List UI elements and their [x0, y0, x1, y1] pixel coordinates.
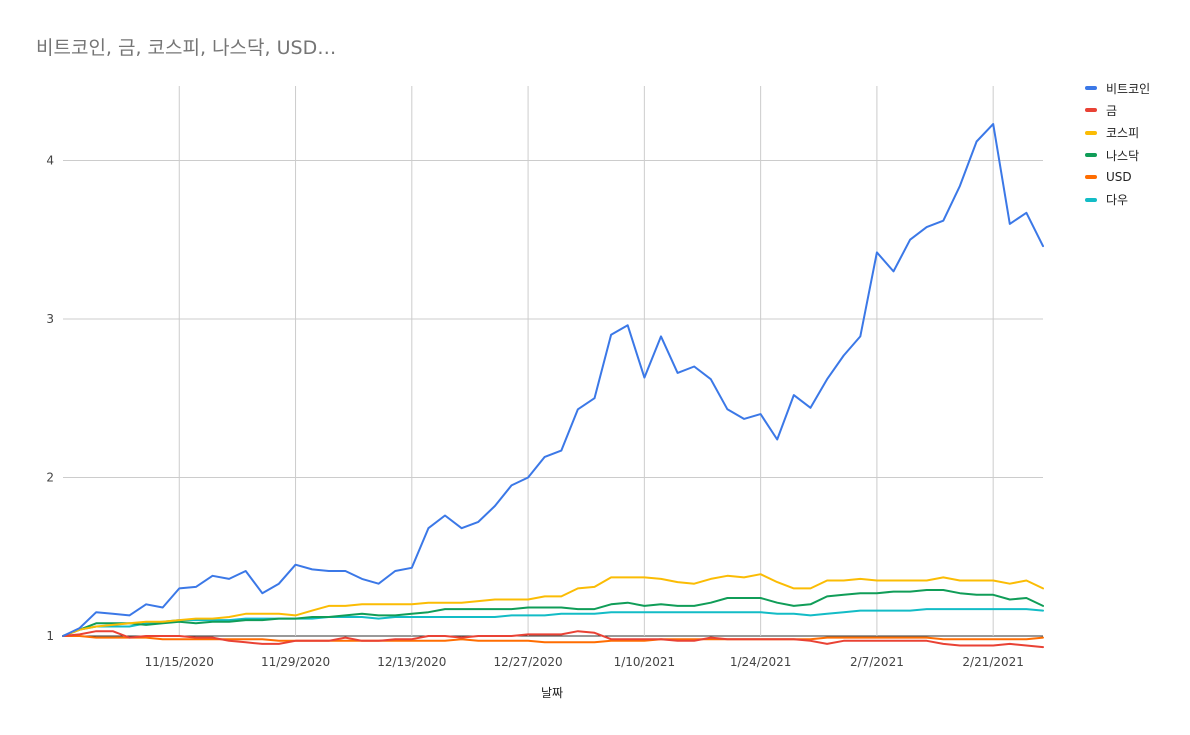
x-tick-label: 1/10/2021 — [614, 655, 676, 669]
legend-label: 비트코인 — [1106, 81, 1151, 96]
legend-label: 금 — [1106, 103, 1118, 118]
x-tick-label: 1/24/2021 — [730, 655, 792, 669]
legend-swatch — [1085, 108, 1097, 113]
legend-item-5[interactable]: 다우 — [1085, 188, 1150, 210]
legend-swatch — [1085, 175, 1097, 180]
x-tick-label: 11/29/2020 — [261, 655, 330, 669]
axis-ticks: 1 2 3 4 11/15/2020 11/29/2020 12/13/2020 12/27/… — [46, 153, 1024, 669]
x-tick-label: 2/21/2021 — [962, 655, 1024, 669]
x-tick-label: 2/7/2021 — [850, 655, 904, 669]
legend-swatch — [1085, 197, 1097, 202]
y-tick-label: 3 — [46, 312, 54, 326]
legend-item-2[interactable]: 코스피 — [1085, 122, 1150, 144]
legend-swatch — [1085, 86, 1097, 91]
series-line-5 — [62, 608, 1044, 637]
series-line-4 — [62, 635, 1044, 644]
legend-item-1[interactable]: 금 — [1085, 99, 1150, 121]
y-tick-label: 4 — [46, 153, 54, 167]
x-tick-label: 11/15/2020 — [145, 655, 214, 669]
x-axis-title: 날짜 — [541, 686, 563, 700]
series-line-2 — [62, 573, 1044, 637]
chart-title: 비트코인, 금, 코스피, 나스닥, USD… — [36, 37, 337, 59]
legend-swatch — [1085, 153, 1097, 158]
y-tick-label: 1 — [46, 629, 54, 643]
legend-label: USD — [1106, 170, 1132, 185]
legend-item-0[interactable]: 비트코인 — [1085, 77, 1150, 99]
series-line-3 — [62, 589, 1044, 637]
legend-item-4[interactable]: USD — [1085, 166, 1150, 188]
legend-item-3[interactable]: 나스닥 — [1085, 144, 1150, 166]
legend-label: 다우 — [1106, 193, 1129, 208]
series-lines — [62, 123, 1044, 649]
y-tick-label: 2 — [46, 470, 54, 484]
x-tick-label: 12/27/2020 — [493, 655, 562, 669]
grid — [63, 86, 1043, 637]
x-tick-label: 12/13/2020 — [377, 655, 446, 669]
legend-swatch — [1085, 130, 1097, 135]
legend-label: 코스피 — [1106, 126, 1140, 141]
series-line-0 — [62, 123, 1044, 637]
legend-label: 나스닥 — [1106, 148, 1140, 163]
series-line-1 — [62, 630, 1044, 649]
